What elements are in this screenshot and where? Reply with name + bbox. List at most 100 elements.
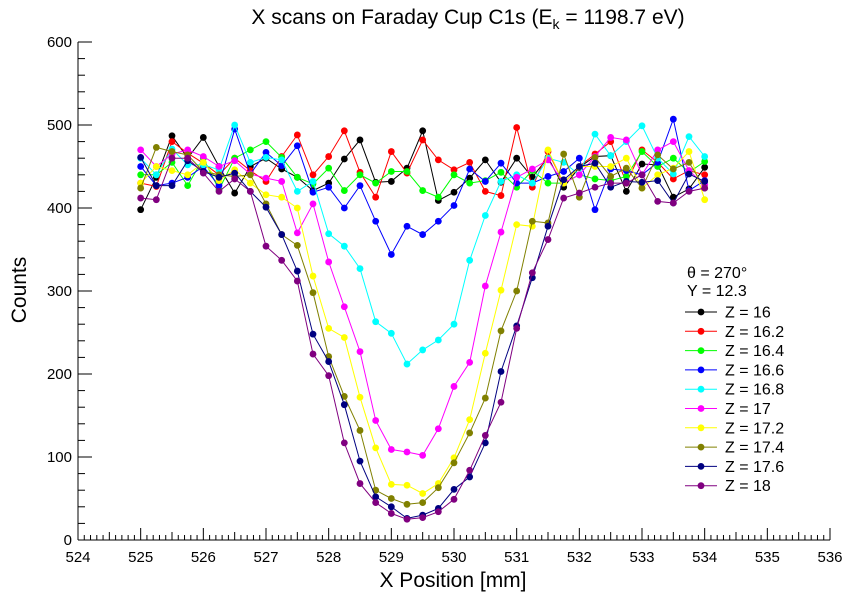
series-layer — [137, 115, 709, 523]
data-point — [293, 267, 301, 275]
legend-marker — [697, 385, 705, 393]
data-point — [262, 242, 270, 250]
data-point — [387, 495, 395, 502]
data-point — [231, 121, 239, 129]
y-axis-label: Counts — [8, 257, 31, 324]
data-point — [356, 457, 364, 465]
data-point — [419, 346, 427, 354]
data-point — [450, 202, 458, 209]
data-point — [309, 330, 317, 338]
data-point — [481, 439, 489, 447]
data-point — [184, 154, 192, 162]
data-point — [403, 500, 411, 508]
data-point — [622, 173, 630, 180]
data-point — [152, 144, 160, 151]
data-point — [638, 148, 646, 155]
data-point — [246, 171, 254, 179]
data-point — [403, 222, 411, 230]
data-point — [419, 451, 427, 459]
legend-label: Z = 16 — [725, 305, 771, 322]
data-point — [685, 158, 693, 166]
series-4 — [137, 121, 709, 368]
legend-marker — [697, 308, 705, 316]
data-point — [325, 183, 333, 191]
data-point — [607, 134, 615, 141]
x-tick-label: 530 — [441, 549, 466, 566]
data-point — [356, 393, 364, 401]
data-point — [231, 175, 239, 183]
data-point — [528, 179, 536, 187]
series-line — [140, 123, 706, 365]
data-point — [654, 146, 662, 154]
data-point — [575, 154, 583, 162]
data-point — [450, 485, 458, 493]
series-line — [140, 136, 706, 456]
data-point — [419, 499, 427, 507]
data-point — [246, 158, 254, 166]
data-point — [434, 336, 442, 344]
data-point — [513, 324, 521, 332]
data-point — [638, 160, 646, 168]
series-9 — [137, 154, 709, 523]
data-point — [622, 154, 630, 162]
data-point — [137, 194, 145, 202]
data-point — [387, 148, 395, 155]
y-tick-label: 500 — [47, 117, 72, 134]
data-point — [497, 192, 505, 199]
data-point — [246, 179, 254, 187]
data-point — [356, 348, 364, 355]
x-tick-label: 535 — [755, 549, 780, 566]
data-point — [544, 236, 552, 243]
data-point — [654, 171, 662, 179]
data-point — [497, 168, 505, 176]
data-point — [387, 446, 395, 453]
data-point — [481, 156, 489, 164]
y-tick-label: 100 — [47, 449, 72, 466]
data-point — [372, 179, 380, 187]
data-point — [575, 163, 583, 170]
data-point — [434, 217, 442, 225]
data-point — [325, 372, 333, 380]
data-point — [309, 350, 317, 358]
data-point — [293, 229, 301, 237]
data-point — [231, 189, 239, 197]
data-point — [685, 148, 693, 155]
legend-label: Z = 18 — [725, 478, 771, 495]
data-point — [262, 153, 270, 161]
data-point — [607, 152, 615, 160]
data-point — [669, 175, 677, 183]
data-point — [528, 217, 536, 225]
data-point — [340, 303, 348, 311]
data-point — [434, 193, 442, 201]
data-point — [278, 156, 286, 164]
data-point — [669, 170, 677, 178]
data-point — [544, 146, 552, 154]
data-point — [638, 171, 646, 179]
data-point — [560, 194, 568, 202]
data-point — [638, 178, 646, 186]
data-point — [152, 196, 160, 204]
data-point — [669, 154, 677, 162]
data-point — [481, 212, 489, 219]
series-8 — [137, 153, 709, 522]
data-point — [607, 173, 615, 180]
data-point — [293, 204, 301, 212]
legend-marker — [697, 366, 705, 374]
data-point — [387, 503, 395, 511]
data-point — [434, 508, 442, 516]
legend-marker — [697, 347, 705, 354]
data-point — [325, 153, 333, 160]
data-point — [669, 138, 677, 146]
data-point — [309, 200, 317, 208]
data-point — [340, 242, 348, 250]
data-point — [497, 178, 505, 185]
data-point — [340, 127, 348, 135]
data-point — [278, 256, 286, 264]
x-tick-label: 528 — [316, 549, 341, 566]
data-point — [262, 138, 270, 146]
data-point — [325, 230, 333, 238]
data-point — [622, 136, 630, 144]
data-point — [419, 231, 427, 238]
data-point — [403, 481, 411, 489]
data-point — [544, 173, 552, 180]
